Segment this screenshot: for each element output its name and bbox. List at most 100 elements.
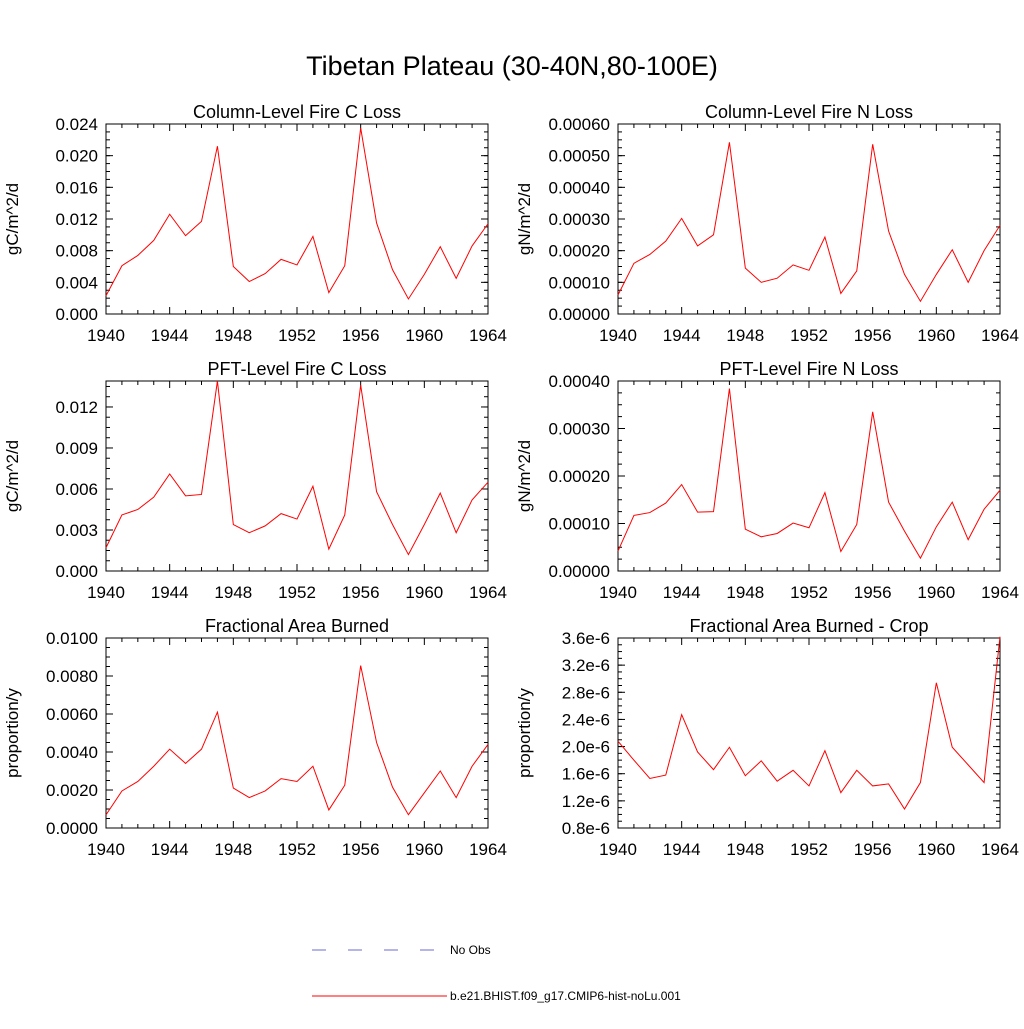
plot-frame	[105, 380, 489, 572]
plot-frame	[617, 380, 1001, 572]
panels: Column-Level Fire C Loss gC/m^2/d 1940 1944…	[3, 102, 1019, 859]
plot-frame	[617, 123, 1001, 315]
y-axis-label: proportion/y	[3, 688, 22, 778]
x-tick-label: 1964	[981, 583, 1019, 602]
y-tick-label: 0.009	[55, 439, 98, 458]
y-tick-label: 0.000	[55, 562, 98, 581]
x-tick-label: 1944	[663, 583, 701, 602]
y-tick-label: 0.012	[55, 210, 98, 229]
x-tick-label: 1964	[469, 840, 507, 859]
y-tick-label: 0.003	[55, 521, 98, 540]
y-tick-label: 0.00010	[549, 515, 610, 534]
plot-frame	[105, 123, 489, 315]
y-tick-label: 0.00060	[549, 115, 610, 134]
y-tick-label: 0.00040	[549, 372, 610, 391]
x-tick-label: 1960	[405, 326, 443, 345]
panel-5: Fractional Area Burned proportion/y 1940 19…	[3, 616, 507, 859]
y-tick-label: 0.00030	[549, 210, 610, 229]
y-axis-label: gC/m^2/d	[3, 440, 22, 512]
y-tick-label: 1.2e-6	[562, 792, 610, 811]
legend: No Obs b.e21.BHIST.f09_g17.CMIP6-hist-noL…	[312, 943, 681, 1003]
x-tick-label: 1952	[278, 840, 316, 859]
series-line	[617, 388, 1001, 560]
x-tick-label: 1952	[790, 583, 828, 602]
y-tick-label: 0.00010	[549, 273, 610, 292]
x-tick-label: 1944	[151, 583, 189, 602]
x-tick-label: 1956	[342, 583, 380, 602]
panel-1: Column-Level Fire C Loss gC/m^2/d 1940 1944…	[3, 102, 507, 345]
x-tick-label: 1952	[278, 583, 316, 602]
y-axis-label: gN/m^2/d	[515, 183, 534, 255]
panel-3: PFT-Level Fire C Loss gC/m^2/d 1940 1944 194…	[3, 359, 507, 602]
x-tick-label: 1944	[151, 326, 189, 345]
x-tick-label: 1948	[214, 583, 252, 602]
series-line	[105, 380, 489, 556]
y-tick-label: 0.00040	[549, 178, 610, 197]
y-tick-label: 0.0060	[46, 705, 98, 724]
x-tick-label: 1964	[981, 326, 1019, 345]
y-axis-label: gC/m^2/d	[3, 183, 22, 255]
panel-title: PFT-Level Fire C Loss	[207, 359, 386, 379]
y-tick-label: 0.012	[55, 398, 98, 417]
y-tick-label: 0.024	[55, 115, 98, 134]
y-tick-label: 0.008	[55, 242, 98, 261]
y-axis-label: gN/m^2/d	[515, 440, 534, 512]
y-tick-label: 3.2e-6	[562, 656, 610, 675]
panel-title: PFT-Level Fire N Loss	[719, 359, 898, 379]
x-tick-label: 1960	[917, 583, 955, 602]
x-tick-label: 1948	[726, 840, 764, 859]
x-tick-label: 1960	[917, 840, 955, 859]
x-tick-label: 1944	[663, 326, 701, 345]
x-tick-label: 1940	[87, 840, 125, 859]
plot-frame	[105, 637, 489, 829]
y-tick-label: 0.00000	[549, 562, 610, 581]
y-tick-label: 3.6e-6	[562, 629, 610, 648]
x-tick-label: 1956	[342, 840, 380, 859]
x-tick-label: 1948	[214, 326, 252, 345]
panel-6: Fractional Area Burned - Crop proportion/…	[515, 616, 1019, 859]
y-tick-label: 0.000	[55, 305, 98, 324]
y-tick-label: 0.00020	[549, 242, 610, 261]
panel-title: Fractional Area Burned - Crop	[689, 616, 928, 636]
y-tick-label: 0.0040	[46, 743, 98, 762]
series-line	[105, 127, 489, 300]
x-tick-label: 1956	[854, 840, 892, 859]
series-line	[617, 636, 1001, 810]
x-tick-label: 1944	[663, 840, 701, 859]
x-tick-label: 1944	[151, 840, 189, 859]
x-tick-label: 1940	[599, 583, 637, 602]
panel-title: Column-Level Fire C Loss	[193, 102, 401, 122]
series-line	[617, 142, 1001, 303]
x-tick-label: 1952	[790, 840, 828, 859]
y-tick-label: 0.0100	[46, 629, 98, 648]
panel-title: Column-Level Fire N Loss	[705, 102, 913, 122]
y-tick-label: 0.00030	[549, 420, 610, 439]
x-tick-label: 1960	[405, 840, 443, 859]
y-tick-label: 2.0e-6	[562, 738, 610, 757]
y-tick-label: 2.4e-6	[562, 710, 610, 729]
x-tick-label: 1964	[981, 840, 1019, 859]
x-tick-label: 1940	[87, 326, 125, 345]
y-tick-label: 0.016	[55, 178, 98, 197]
x-tick-label: 1956	[854, 326, 892, 345]
y-tick-label: 0.8e-6	[562, 819, 610, 838]
y-axis-label: proportion/y	[515, 688, 534, 778]
plot-frame	[617, 637, 1001, 829]
figure-title: Tibetan Plateau (30-40N,80-100E)	[306, 51, 718, 81]
legend-label-2: b.e21.BHIST.f09_g17.CMIP6-hist-noLu.001	[450, 989, 681, 1003]
x-tick-label: 1960	[405, 583, 443, 602]
x-tick-label: 1956	[342, 326, 380, 345]
y-tick-label: 0.00020	[549, 467, 610, 486]
y-tick-label: 0.0000	[46, 819, 98, 838]
panel-4: PFT-Level Fire N Loss gN/m^2/d 1940 1944 194…	[515, 359, 1019, 602]
y-tick-label: 0.00050	[549, 147, 610, 166]
series-line	[105, 665, 489, 816]
x-tick-label: 1948	[214, 840, 252, 859]
legend-label-1: No Obs	[450, 943, 491, 957]
x-tick-label: 1964	[469, 326, 507, 345]
y-tick-label: 0.006	[55, 480, 98, 499]
x-tick-label: 1964	[469, 583, 507, 602]
x-tick-label: 1948	[726, 326, 764, 345]
